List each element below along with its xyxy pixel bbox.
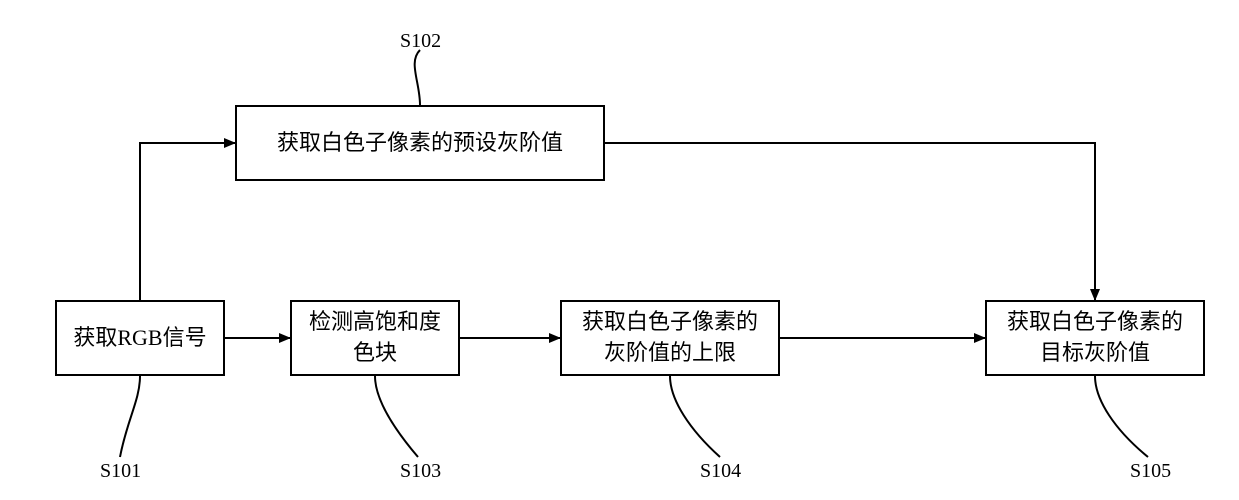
node-s101-label: 获取RGB信号 xyxy=(73,323,206,354)
ref-connector-4 xyxy=(1095,376,1148,457)
node-s103: 检测高饱和度 色块 xyxy=(290,300,460,376)
ref-connector-3 xyxy=(670,376,720,457)
ref-label-s104: S104 xyxy=(700,460,741,483)
ref-label-s105: S105 xyxy=(1130,460,1171,483)
edge-n101-n102 xyxy=(140,143,235,300)
flowchart-canvas: 获取RGB信号 获取白色子像素的预设灰阶值 检测高饱和度 色块 获取白色子像素的… xyxy=(0,0,1239,500)
node-s103-label: 检测高饱和度 色块 xyxy=(309,307,441,369)
node-s102-label: 获取白色子像素的预设灰阶值 xyxy=(277,128,563,159)
ref-label-s103: S103 xyxy=(400,460,441,483)
node-s101: 获取RGB信号 xyxy=(55,300,225,376)
node-s104: 获取白色子像素的 灰阶值的上限 xyxy=(560,300,780,376)
ref-connector-1 xyxy=(120,376,140,457)
node-s105: 获取白色子像素的 目标灰阶值 xyxy=(985,300,1205,376)
ref-label-s101: S101 xyxy=(100,460,141,483)
ref-connector-2 xyxy=(375,376,418,457)
ref-label-s102: S102 xyxy=(400,30,441,53)
node-s105-label: 获取白色子像素的 目标灰阶值 xyxy=(1007,307,1183,369)
edges-layer xyxy=(0,0,1239,500)
edge-n102-n105 xyxy=(605,143,1095,300)
node-s104-label: 获取白色子像素的 灰阶值的上限 xyxy=(582,307,758,369)
ref-connector-0 xyxy=(415,50,420,105)
node-s102: 获取白色子像素的预设灰阶值 xyxy=(235,105,605,181)
